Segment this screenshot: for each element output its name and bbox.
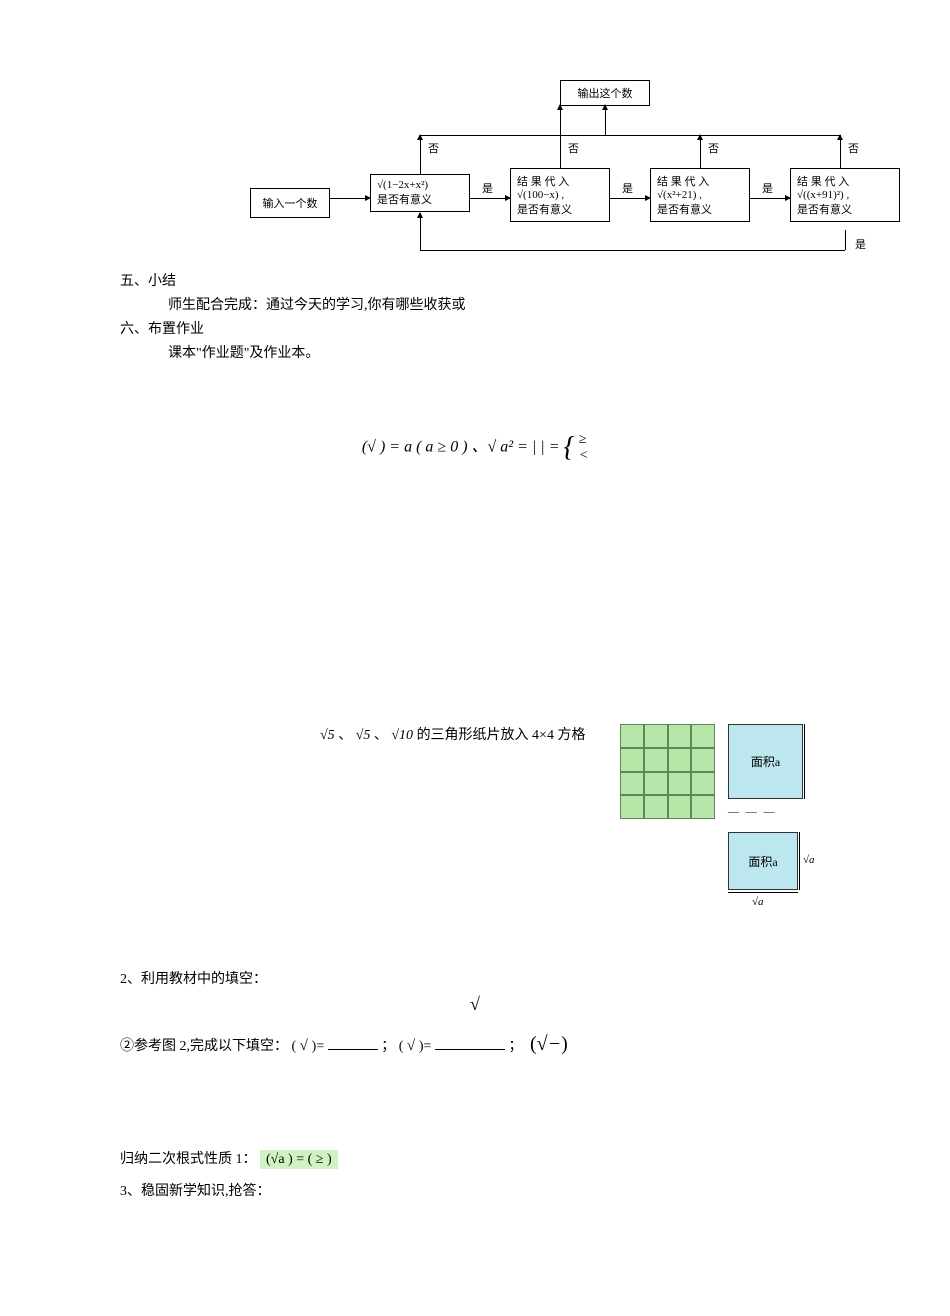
square-area-bot: 面积a	[728, 832, 798, 890]
formula-lhs: (√ ) = a ( a ≥ 0 ) 、√ a² = | | =	[362, 439, 560, 456]
case-top: ≥	[579, 432, 587, 447]
arrow	[560, 105, 561, 168]
check4-tail: 是否有意义	[797, 201, 893, 217]
section-5-body: 师生配合完成：通过今天的学习,你有哪些收获或	[120, 294, 830, 314]
section-5-head: 五、小结	[120, 270, 830, 290]
paren-open: (	[530, 1033, 537, 1055]
arrow	[470, 198, 510, 199]
output-box: 输出这个数	[560, 80, 650, 106]
arrow	[330, 198, 370, 199]
section-6-body: 课本"作业题"及作业本。	[120, 342, 830, 362]
dim-dash: — — —	[728, 806, 777, 818]
dim-line	[804, 724, 805, 799]
check3-tail: 是否有意义	[657, 201, 743, 217]
no-label: 否	[708, 140, 719, 156]
eq: )=	[419, 1039, 432, 1054]
sqrt-icon: √	[407, 1038, 419, 1054]
blank	[435, 1035, 505, 1050]
dim-line	[799, 832, 800, 890]
brace-icon: {	[564, 438, 575, 458]
input-box: 输入一个数	[250, 188, 330, 218]
flowchart: 输出这个数 输入一个数 √(1−2x+x²) 是否有意义 结 果 代 入 √(1…	[250, 80, 870, 260]
arrow	[700, 135, 701, 168]
connector	[420, 250, 845, 251]
check3-expr: √(x²+21) ,	[657, 189, 743, 201]
check4-expr: √((x+91)²) ,	[797, 189, 893, 201]
yes-label: 是	[482, 180, 493, 196]
yes-label: 是	[855, 236, 866, 252]
eq: )=	[312, 1039, 325, 1054]
sep: ； (	[381, 1039, 403, 1054]
dot: 、	[338, 728, 352, 743]
connector	[845, 230, 846, 250]
connector	[420, 135, 840, 136]
square-area-top: 面积a	[728, 724, 803, 799]
check2-tail: 是否有意义	[517, 201, 603, 217]
grid-4x4	[620, 724, 715, 819]
item-2: 2、利用教材中的填空：	[120, 968, 830, 988]
arrow	[840, 135, 841, 168]
no-label: 否	[568, 140, 579, 156]
big-paren-sqrt: (√−)	[526, 1033, 572, 1056]
area-label: 面积a	[751, 753, 780, 770]
arrow	[420, 213, 421, 250]
check1-expr: √(1−2x+x²)	[377, 179, 463, 191]
dim-line	[728, 892, 798, 893]
lone-sqrt: √	[120, 994, 830, 1015]
arrow	[610, 198, 650, 199]
tri-mid: 的三角形纸片放入 4×4 方格	[417, 728, 586, 743]
sqrt10: √10	[391, 728, 413, 743]
arrow	[605, 105, 606, 135]
figures-panel: 面积a — — — 面积a √a √a	[620, 724, 830, 944]
arrow	[420, 135, 421, 174]
yes-label: 是	[762, 180, 773, 196]
dim-sqrt-a-h: √a	[752, 896, 764, 908]
no-label: 否	[848, 140, 859, 156]
check3-box: 结 果 代 入 √(x²+21) , 是否有意义	[650, 168, 750, 222]
check4-head: 结 果 代 入	[797, 173, 893, 189]
check2-expr: √(100−x) ,	[517, 189, 603, 201]
fill-blanks-line: ②参考图 2,完成以下填空： ( √ )= ； ( √ )= ； (√−)	[120, 1033, 830, 1056]
arrow	[750, 198, 790, 199]
no-label: 否	[428, 140, 439, 156]
blank	[328, 1035, 378, 1050]
item-3: 3、稳固新学知识,抢答：	[120, 1180, 830, 1200]
fill-lead: ②参考图 2,完成以下填空： (	[120, 1039, 296, 1054]
sqrt5: √5	[320, 728, 335, 743]
sqrt5: √5	[356, 728, 371, 743]
check2-box: 结 果 代 入 √(100−x) , 是否有意义	[510, 168, 610, 222]
center-formula: (√ ) = a ( a ≥ 0 ) 、√ a² = | | = { ≥ <	[120, 432, 830, 464]
section-6-head: 六、布置作业	[120, 318, 830, 338]
check3-head: 结 果 代 入	[657, 173, 743, 189]
sqrt-icon: √	[300, 1038, 312, 1054]
case-bot: <	[579, 448, 588, 463]
sqrt-neg: √−	[537, 1033, 561, 1055]
check4-box: 结 果 代 入 √((x+91)²) , 是否有意义	[790, 168, 900, 222]
check2-head: 结 果 代 入	[517, 173, 603, 189]
area-label: 面积a	[748, 853, 777, 870]
check1-box: √(1−2x+x²) 是否有意义	[370, 174, 470, 212]
dot: 、	[374, 728, 388, 743]
yes-label: 是	[622, 180, 633, 196]
sep2: ；	[508, 1039, 526, 1054]
rule-highlight: (√a ) = ( ≥ )	[260, 1150, 338, 1169]
dim-sqrt-a-v: √a	[803, 854, 815, 866]
rule-lead: 归纳二次根式性质 1：	[120, 1152, 257, 1167]
rule-line: 归纳二次根式性质 1： (√a ) = ( ≥ )	[120, 1148, 830, 1168]
check1-tail: 是否有意义	[377, 191, 463, 207]
paren-close: )	[561, 1033, 568, 1055]
brace-cases: ≥ <	[579, 432, 588, 464]
